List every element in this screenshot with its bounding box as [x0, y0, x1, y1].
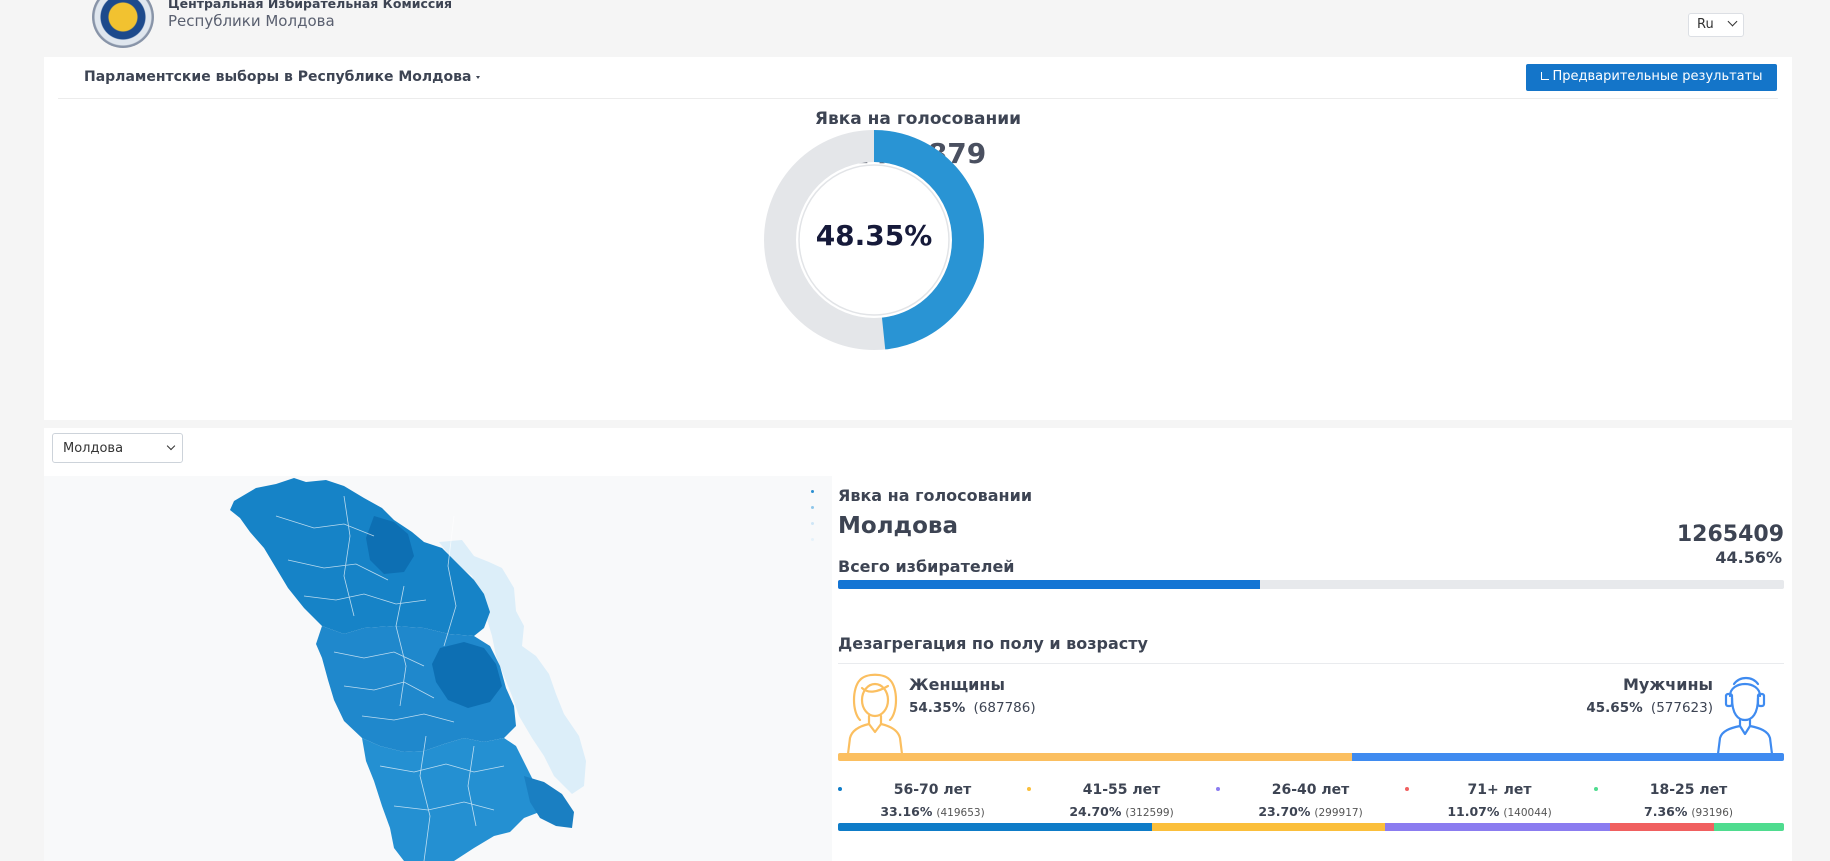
age-group-percent: 24.70%	[1069, 804, 1122, 819]
total-voters-label: Всего избирателей	[838, 557, 1015, 576]
legend-dot	[811, 490, 814, 493]
female-count: (687786)	[973, 700, 1036, 716]
age-bar-segment	[1385, 823, 1610, 831]
language-select[interactable]: Ru	[1688, 13, 1744, 37]
male-percent: 45.65%	[1586, 700, 1643, 716]
age-group-label: 18-25 лет	[1649, 782, 1728, 798]
age-group-percent: 23.70%	[1258, 804, 1311, 819]
region-select-value: Молдова	[63, 441, 124, 456]
female-percent: 54.35%	[909, 700, 966, 716]
org-name-line1: Центральная Избирательная Комиссия	[168, 0, 453, 11]
age-group-count: (93196)	[1691, 807, 1733, 819]
age-group-percent: 7.36%	[1644, 804, 1688, 819]
cec-logo	[92, 0, 154, 48]
age-group-dot	[1027, 787, 1031, 791]
age-group-percent: 11.07%	[1447, 804, 1500, 819]
legend-dot	[811, 522, 814, 525]
male-label: Мужчины	[1623, 675, 1713, 694]
age-group-percent: 33.16%	[880, 804, 933, 819]
preliminary-results-button[interactable]: Предварительные результаты	[1526, 64, 1777, 91]
divider	[838, 663, 1784, 664]
age-group: 26-40 лет 23.70% (299917)	[1216, 782, 1405, 819]
gender-bar-female	[838, 753, 1353, 761]
turnout-donut	[764, 130, 984, 350]
age-group: 41-55 лет 24.70% (312599)	[1027, 782, 1216, 819]
male-avatar-icon	[1716, 676, 1774, 754]
map-legend-dots	[810, 490, 816, 554]
donut-progress	[764, 130, 984, 350]
age-group-label: 71+ лет	[1467, 782, 1532, 798]
age-group: 56-70 лет 33.16% (419653)	[838, 782, 1027, 819]
election-selector[interactable]: Парламентские выборы в Республике Молдов…	[84, 69, 481, 85]
age-group-count: (419653)	[936, 807, 985, 819]
map-region-northeast-dark[interactable]	[366, 516, 414, 574]
age-group-count: (299917)	[1314, 807, 1363, 819]
donut-inner-ring	[798, 164, 950, 316]
age-group-stats: 33.16% (419653)	[838, 804, 1027, 819]
age-group: 18-25 лет 7.36% (93196)	[1594, 782, 1783, 819]
age-bar-segment	[1714, 823, 1784, 831]
election-title: Парламентские выборы в Республике Молдов…	[84, 69, 472, 85]
age-group-label: 26-40 лет	[1271, 782, 1350, 798]
legend-dot	[811, 538, 814, 541]
map-region-north[interactable]	[230, 478, 490, 636]
age-group-dot	[1216, 787, 1220, 791]
region-select[interactable]: Молдова	[52, 433, 183, 463]
region-turnout-heading: Явка на голосовании	[838, 486, 1033, 505]
region-name: Молдова	[838, 513, 958, 539]
age-bar-segment	[1151, 823, 1386, 831]
age-group-stats: 23.70% (299917)	[1216, 804, 1405, 819]
map-region-south[interactable]	[362, 738, 544, 861]
turnout-percent: 48.35%	[815, 219, 933, 252]
divider	[58, 98, 1778, 99]
org-name-line2: Республики Молдова	[168, 12, 335, 30]
age-group-stats: 11.07% (140044)	[1405, 804, 1594, 819]
age-group-label: 56-70 лет	[893, 782, 972, 798]
chevron-down-icon	[166, 441, 176, 451]
age-group-dot	[838, 787, 842, 791]
age-group-dot	[1405, 787, 1409, 791]
disaggregation-title: Дезагрегация по полу и возрасту	[838, 634, 1148, 653]
age-bar	[838, 823, 1784, 831]
legend-dot	[811, 506, 814, 509]
female-label: Женщины	[909, 675, 1005, 694]
region-turnout-percent: 44.56%	[1715, 548, 1782, 567]
male-count: (577623)	[1650, 700, 1713, 716]
region-turnout-bar-fill	[838, 580, 1260, 589]
preliminary-results-label: Предварительные результаты	[1552, 69, 1763, 84]
age-bar-segment	[838, 823, 1152, 831]
map-region-south-east[interactable]	[524, 776, 574, 828]
gender-bar-male	[1352, 753, 1784, 761]
bar-chart-icon	[1540, 72, 1549, 80]
age-group-stats: 7.36% (93196)	[1594, 804, 1783, 819]
map-region-transnistria[interactable]	[439, 540, 586, 794]
age-group-label: 41-55 лет	[1082, 782, 1161, 798]
female-avatar-icon	[846, 673, 904, 754]
caret-down-icon	[476, 75, 481, 79]
female-stats: 54.35% (687786)	[909, 700, 1036, 716]
map-borders	[275, 495, 505, 861]
region-turnout-count: 1265409	[1676, 522, 1784, 547]
gender-bar	[838, 753, 1784, 761]
turnout-heading: Явка на голосовании	[814, 109, 1022, 129]
chevron-down-icon	[1727, 16, 1738, 27]
age-group-count: (140044)	[1503, 807, 1552, 819]
age-group-count: (312599)	[1125, 807, 1174, 819]
age-group: 71+ лет 11.07% (140044)	[1405, 782, 1594, 819]
male-stats: 45.65% (577623)	[1500, 700, 1713, 716]
age-group-dot	[1594, 787, 1598, 791]
map-svg	[230, 478, 586, 861]
language-value: Ru	[1697, 17, 1714, 32]
moldova-map[interactable]	[44, 476, 832, 861]
region-turnout-bar	[838, 580, 1784, 589]
age-bar-segment	[1609, 823, 1715, 831]
map-region-east-dark[interactable]	[432, 642, 502, 708]
age-group-stats: 24.70% (312599)	[1027, 804, 1216, 819]
